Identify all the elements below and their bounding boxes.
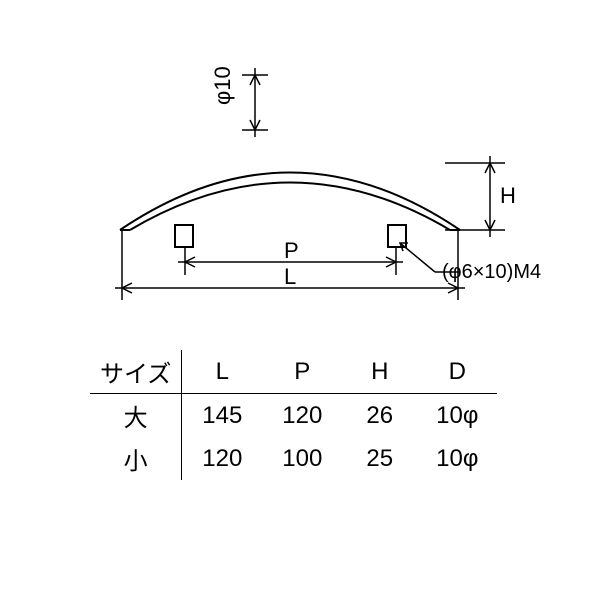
header-L: L — [182, 350, 263, 394]
spec-table: サイズ L P H D 大 145 120 26 10φ 小 120 100 2… — [90, 350, 497, 480]
cell-H: 25 — [342, 437, 417, 480]
cell-size: 小 — [90, 437, 182, 480]
table-row: 大 145 120 26 10φ — [90, 394, 497, 438]
cell-L: 120 — [182, 437, 263, 480]
cell-size: 大 — [90, 394, 182, 438]
header-D: D — [417, 350, 497, 394]
cell-H: 26 — [342, 394, 417, 438]
table-header-row: サイズ L P H D — [90, 350, 497, 394]
cell-L: 145 — [182, 394, 263, 438]
dim-L: L — [284, 264, 296, 289]
dim-H: H — [500, 183, 516, 208]
cell-D: 10φ — [417, 437, 497, 480]
thread-note: (φ6×10)M4 — [442, 261, 541, 283]
handle-diagram: φ10 H P — [0, 0, 600, 350]
table-row: 小 120 100 25 10φ — [90, 437, 497, 480]
dim-P: P — [284, 238, 299, 263]
cell-P: 120 — [262, 394, 342, 438]
header-H: H — [342, 350, 417, 394]
dim-phi10: φ10 — [210, 66, 235, 105]
header-size: サイズ — [90, 350, 182, 394]
cell-P: 100 — [262, 437, 342, 480]
header-P: P — [262, 350, 342, 394]
cell-D: 10φ — [417, 394, 497, 438]
